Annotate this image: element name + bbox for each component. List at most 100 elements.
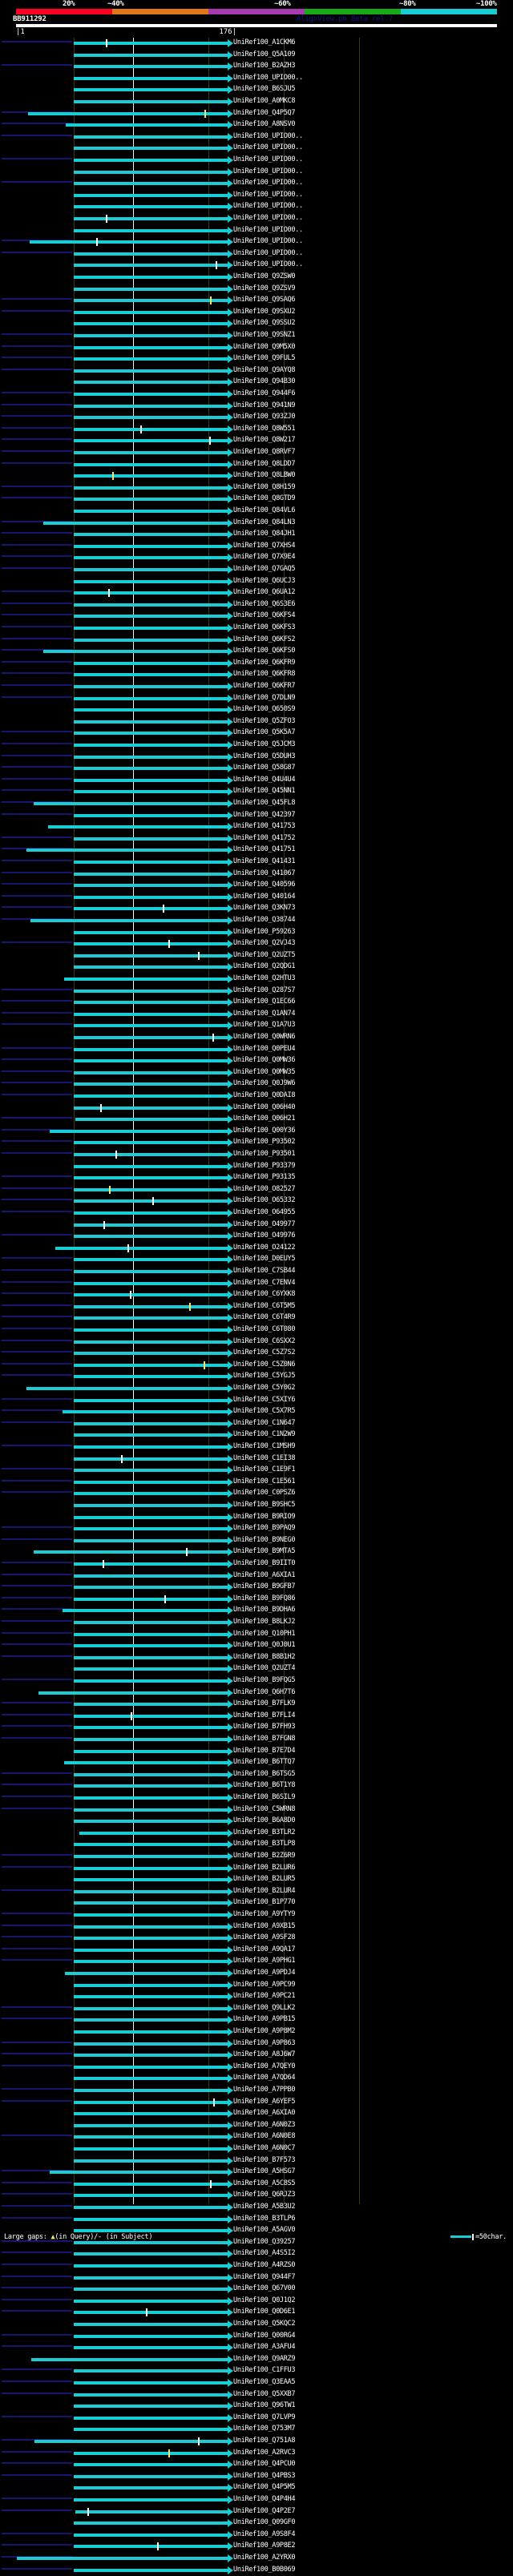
subject-label[interactable]: UniRef100_Q41751: [233, 845, 296, 854]
subject-label[interactable]: UniRef100_B1P770: [233, 1898, 296, 1907]
subject-label[interactable]: UniRef100_A5B3U2: [233, 2203, 296, 2211]
hsp-bar[interactable]: [74, 2206, 228, 2209]
subject-label[interactable]: UniRef100_C6T5M5: [233, 1301, 296, 1310]
alignment-row[interactable]: UniRef100_Q6KFS0: [0, 646, 513, 658]
subject-label[interactable]: UniRef100_Q7X9E4: [233, 553, 296, 562]
hsp-bar[interactable]: [74, 2393, 228, 2397]
subject-label[interactable]: UniRef100_B9IIT0: [233, 1559, 296, 1567]
hsp-bar[interactable]: [74, 65, 228, 69]
subject-label[interactable]: UniRef100_B2LUR6: [233, 1863, 296, 1872]
subject-label[interactable]: UniRef100_A0MKC8: [233, 97, 296, 105]
hsp-bar[interactable]: [74, 1398, 228, 1402]
alignment-row[interactable]: UniRef100_Q45NN1: [0, 786, 513, 798]
hsp-bar[interactable]: [74, 322, 228, 326]
alignment-row[interactable]: UniRef100_B1P770: [0, 1897, 513, 1909]
subject-label[interactable]: UniRef100_UPIO00..: [233, 167, 303, 175]
subject-label[interactable]: UniRef100_B8B1H2: [233, 1652, 296, 1661]
hsp-bar[interactable]: [74, 2077, 228, 2081]
hsp-bar[interactable]: [74, 1586, 228, 1590]
subject-label[interactable]: UniRef100_C7ENV4: [233, 1278, 296, 1287]
subject-label[interactable]: UniRef100_C1E9F1: [233, 1465, 296, 1474]
subject-label[interactable]: UniRef100_Q2UZT5: [233, 950, 296, 959]
alignment-row[interactable]: UniRef100_A9S8F4: [0, 2530, 513, 2542]
alignment-row[interactable]: UniRef100_Q41753: [0, 821, 513, 833]
subject-label[interactable]: UniRef100_B2Z6R9: [233, 1852, 296, 1860]
alignment-row[interactable]: UniRef100_O24122: [0, 1243, 513, 1255]
hsp-bar[interactable]: [74, 1726, 228, 1730]
hsp-bar[interactable]: [74, 1644, 228, 1648]
hsp-bar[interactable]: [74, 872, 228, 876]
subject-label[interactable]: UniRef100_UPIO00..: [233, 73, 303, 82]
alignment-row[interactable]: UniRef100_UPIO00..: [0, 248, 513, 260]
subject-label[interactable]: UniRef100_Q0J1Q2: [233, 2296, 296, 2304]
hsp-bar[interactable]: [74, 1784, 228, 1788]
alignment-row[interactable]: UniRef100_Q7DLN9: [0, 693, 513, 705]
subject-label[interactable]: UniRef100_Q5JCM3: [233, 740, 296, 748]
hsp-bar[interactable]: [74, 147, 228, 151]
hsp-bar[interactable]: [74, 1270, 228, 1273]
subject-label[interactable]: UniRef100_A6N0E8: [233, 2132, 296, 2141]
alignment-row[interactable]: UniRef100_Q2UZT5: [0, 950, 513, 962]
alignment-row[interactable]: UniRef100_A4S5I2: [0, 2248, 513, 2260]
subject-label[interactable]: UniRef100_O64955: [233, 1208, 296, 1216]
alignment-row[interactable]: UniRef100_UPIO00..: [0, 225, 513, 237]
subject-label[interactable]: UniRef100_A9QA17: [233, 1945, 296, 1953]
hsp-bar[interactable]: [74, 1538, 228, 1542]
hsp-bar[interactable]: [74, 2089, 228, 2092]
alignment-row[interactable]: UniRef100_C1FFU3: [0, 2365, 513, 2377]
hsp-bar[interactable]: [74, 2498, 228, 2501]
hsp-bar[interactable]: [74, 1445, 228, 1449]
alignment-row[interactable]: UniRef100_A7QEY0: [0, 2062, 513, 2074]
subject-label[interactable]: UniRef100_C5X7R5: [233, 1407, 296, 1416]
subject-label[interactable]: UniRef100_Q41752: [233, 833, 296, 842]
hsp-bar[interactable]: [74, 2463, 228, 2467]
alignment-row[interactable]: UniRef100_Q8RVF7: [0, 447, 513, 459]
alignment-row[interactable]: UniRef100_O64955: [0, 1207, 513, 1219]
subject-label[interactable]: UniRef100_Q8LDD7: [233, 459, 296, 468]
alignment-row[interactable]: UniRef100_B9PAQ9: [0, 1523, 513, 1535]
hsp-bar[interactable]: [74, 1796, 228, 1800]
alignment-row[interactable]: UniRef100_Q650S9: [0, 704, 513, 716]
alignment-row[interactable]: UniRef100_Q40596: [0, 880, 513, 892]
alignment-row[interactable]: UniRef100_Q9M5X0: [0, 342, 513, 354]
subject-label[interactable]: UniRef100_Q96TW1: [233, 2401, 296, 2410]
subject-label[interactable]: UniRef100_Q5DUH3: [233, 752, 296, 760]
alignment-row[interactable]: UniRef100_B9IIT0: [0, 1558, 513, 1570]
hsp-bar[interactable]: [74, 2334, 228, 2338]
subject-label[interactable]: UniRef100_A6N0Z3: [233, 2120, 296, 2129]
subject-label[interactable]: UniRef100_Q9ARZ9: [233, 2354, 296, 2363]
hsp-bar[interactable]: [74, 1621, 228, 1624]
alignment-row[interactable]: UniRef100_B7FLI4: [0, 1711, 513, 1723]
hsp-bar[interactable]: [74, 205, 228, 209]
subject-label[interactable]: UniRef100_A5C8S5: [233, 2179, 296, 2187]
alignment-row[interactable]: UniRef100_Q6S3E6: [0, 599, 513, 611]
alignment-row[interactable]: UniRef100_Q7X9E4: [0, 552, 513, 564]
hsp-bar[interactable]: [74, 2288, 228, 2292]
alignment-row[interactable]: UniRef100_Q4P2E7: [0, 2506, 513, 2518]
alignment-row[interactable]: UniRef100_Q5A109: [0, 50, 513, 62]
alignment-row[interactable]: UniRef100_Q6UA12: [0, 587, 513, 599]
subject-label[interactable]: UniRef100_C1MSH9: [233, 1442, 296, 1450]
alignment-row[interactable]: UniRef100_Q4PCU0: [0, 2459, 513, 2471]
alignment-row[interactable]: UniRef100_Q0PEU4: [0, 1044, 513, 1056]
hsp-bar[interactable]: [74, 416, 228, 420]
subject-label[interactable]: UniRef100_A9S8F4: [233, 2530, 296, 2538]
subject-label[interactable]: UniRef100_C6SXX2: [233, 1336, 296, 1345]
subject-label[interactable]: UniRef100_O65332: [233, 1196, 296, 1205]
alignment-row[interactable]: UniRef100_B7FLK9: [0, 1699, 513, 1711]
hsp-bar[interactable]: [74, 685, 228, 688]
subject-label[interactable]: UniRef100_A9PHG1: [233, 1957, 296, 1965]
hsp-bar[interactable]: [74, 953, 228, 957]
subject-label[interactable]: UniRef100_Q6KFS0: [233, 647, 296, 655]
alignment-row[interactable]: UniRef100_Q751A8: [0, 2436, 513, 2448]
subject-label[interactable]: UniRef100_A9P8M2: [233, 2027, 296, 2035]
hsp-bar[interactable]: [74, 1304, 228, 1308]
subject-label[interactable]: UniRef100_A6N0C7: [233, 2144, 296, 2152]
subject-label[interactable]: UniRef100_B7FLK9: [233, 1699, 296, 1708]
hsp-bar[interactable]: [74, 755, 228, 759]
subject-label[interactable]: UniRef100_Q40164: [233, 892, 296, 901]
alignment-row[interactable]: UniRef100_Q1AN74: [0, 1009, 513, 1021]
hsp-bar[interactable]: [74, 427, 228, 431]
alignment-row[interactable]: UniRef100_B9FQ86: [0, 1594, 513, 1606]
alignment-row[interactable]: UniRef100_Q2VJ43: [0, 938, 513, 950]
